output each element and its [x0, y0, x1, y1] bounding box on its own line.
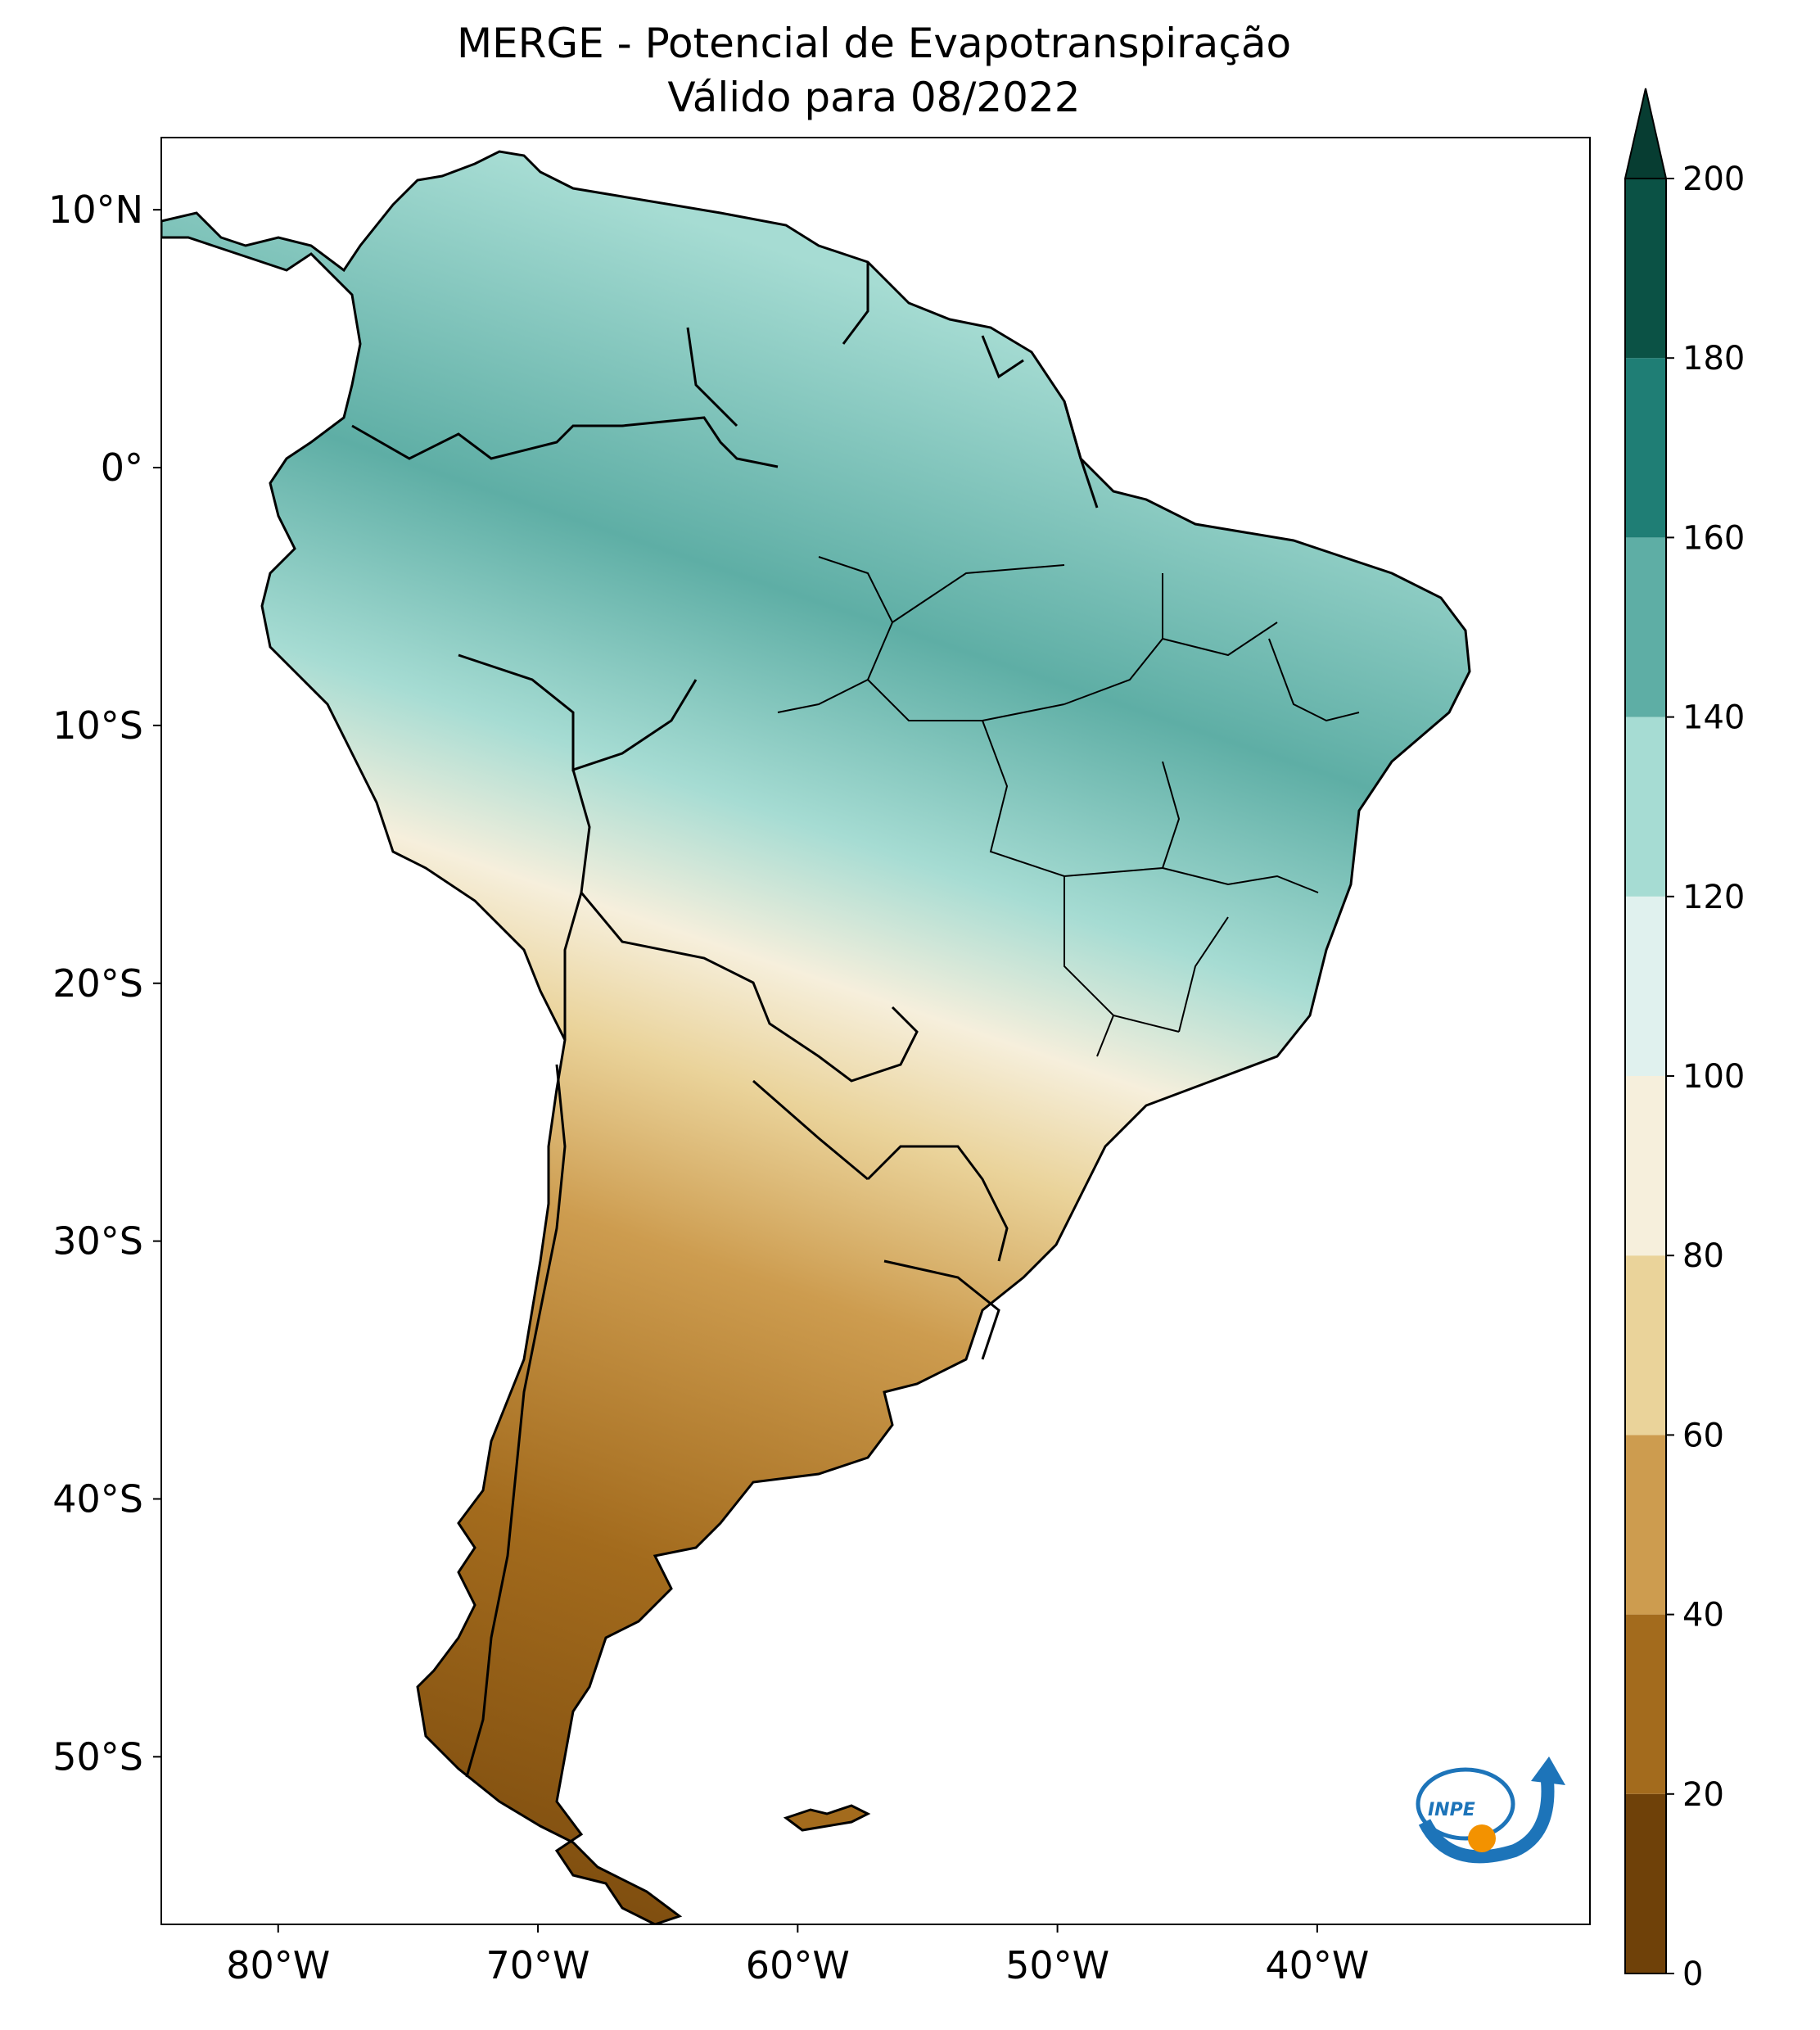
lon-tick-label: 40°W: [1265, 1943, 1369, 1987]
colorbar-extend-arrow: [1624, 88, 1668, 179]
lat-tick-label: 40°S: [52, 1476, 143, 1521]
colorbar-tick-label: 200: [1682, 161, 1745, 198]
colorbar-segment: [1625, 896, 1666, 1076]
logo-ring: [1416, 1767, 1515, 1841]
colorbar-segment: [1625, 537, 1666, 717]
colorbar-segment: [1625, 1614, 1666, 1794]
colorbar-tick-label: 140: [1682, 699, 1745, 737]
lat-tick-label: 10°S: [52, 703, 143, 748]
map-subtitle: Válido para 08/2022: [667, 74, 1081, 121]
logo-orange-dot: [1468, 1824, 1496, 1852]
colorbar-tick-label: 80: [1682, 1237, 1724, 1275]
lat-tick-label: 0°: [101, 445, 143, 490]
falkland-islands: [783, 1804, 871, 1832]
colorbar-tick-label: 60: [1682, 1417, 1724, 1454]
colorbar-segment: [1625, 358, 1666, 538]
colorbar-segment: [1625, 1793, 1666, 1973]
lon-tick-label: 80°W: [226, 1943, 330, 1987]
colorbar-tick-label: 0: [1682, 1955, 1703, 1993]
map-panel: [161, 150, 1471, 1924]
lat-tick-label: 20°S: [52, 961, 143, 1006]
logo-arrow-head: [1531, 1756, 1565, 1785]
colorbar-segment: [1625, 717, 1666, 897]
lat-tick-label: 10°N: [48, 188, 143, 232]
colorbar: 0 20 40 60 80 100 120 140 160 180 200: [1624, 88, 1745, 1993]
colorbar-segment: [1625, 1076, 1666, 1256]
colorbar-segment: [1625, 1255, 1666, 1435]
colorbar-tick-label: 100: [1682, 1058, 1745, 1096]
colorbar-tick-label: 160: [1682, 519, 1745, 557]
colorbar-tick-label: 20: [1682, 1776, 1724, 1814]
inpe-logo: INPE: [1416, 1756, 1565, 1864]
lat-tick-label: 30°S: [52, 1219, 143, 1264]
country-borders: [351, 262, 1099, 1778]
lon-tick-label: 70°W: [486, 1943, 590, 1987]
colorbar-segment: [1625, 1435, 1666, 1615]
lat-tick-label: 50°S: [52, 1734, 143, 1779]
map-title: MERGE - Potencial de Evapotranspiração: [456, 20, 1292, 67]
lon-tick-label: 60°W: [746, 1943, 850, 1987]
longitude-axis: 80°W 70°W 60°W 50°W 40°W: [226, 1924, 1369, 1987]
logo-text: INPE: [1428, 1800, 1475, 1820]
lon-tick-label: 50°W: [1005, 1943, 1109, 1987]
map-frame: [160, 137, 1591, 1925]
colorbar-segment: [1625, 179, 1666, 359]
state-borders: [777, 556, 1360, 1057]
logo-swoosh: [1418, 1780, 1555, 1864]
colorbar-tick-label: 40: [1682, 1597, 1724, 1634]
colorbar-tick-label: 180: [1682, 340, 1745, 378]
colorbar-tick-label: 120: [1682, 879, 1745, 916]
south-america-landmass: [161, 150, 1471, 1924]
latitude-axis: 10°N 0° 10°S 20°S 30°S 40°S 50°S: [48, 188, 161, 1779]
